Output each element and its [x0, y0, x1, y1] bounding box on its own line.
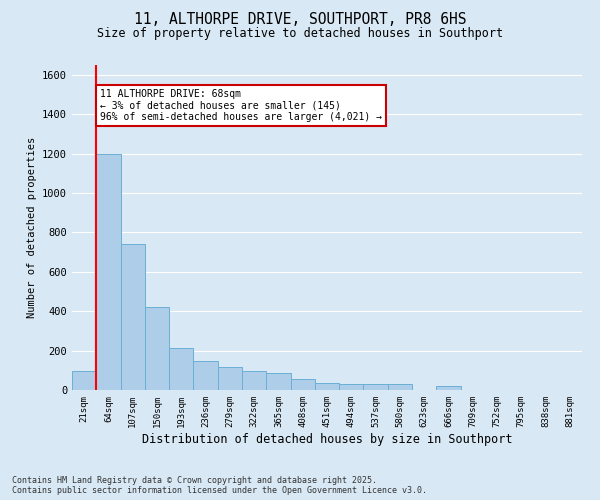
Y-axis label: Number of detached properties: Number of detached properties	[26, 137, 37, 318]
Bar	[218, 368, 242, 390]
Text: Contains HM Land Registry data © Crown copyright and database right 2025.
Contai: Contains HM Land Registry data © Crown c…	[12, 476, 427, 495]
Bar	[290, 379, 315, 390]
Bar	[242, 372, 266, 390]
Bar	[145, 308, 169, 390]
X-axis label: Distribution of detached houses by size in Southport: Distribution of detached houses by size …	[142, 432, 512, 446]
Bar	[121, 244, 145, 390]
Text: 11 ALTHORPE DRIVE: 68sqm
← 3% of detached houses are smaller (145)
96% of semi-d: 11 ALTHORPE DRIVE: 68sqm ← 3% of detache…	[100, 88, 382, 122]
Bar	[388, 384, 412, 390]
Bar	[266, 374, 290, 390]
Text: Size of property relative to detached houses in Southport: Size of property relative to detached ho…	[97, 28, 503, 40]
Bar	[339, 384, 364, 390]
Bar	[364, 384, 388, 390]
Bar	[72, 372, 96, 390]
Bar	[96, 154, 121, 390]
Bar	[193, 362, 218, 390]
Bar	[169, 348, 193, 390]
Bar	[436, 386, 461, 390]
Bar	[315, 382, 339, 390]
Text: 11, ALTHORPE DRIVE, SOUTHPORT, PR8 6HS: 11, ALTHORPE DRIVE, SOUTHPORT, PR8 6HS	[134, 12, 466, 28]
